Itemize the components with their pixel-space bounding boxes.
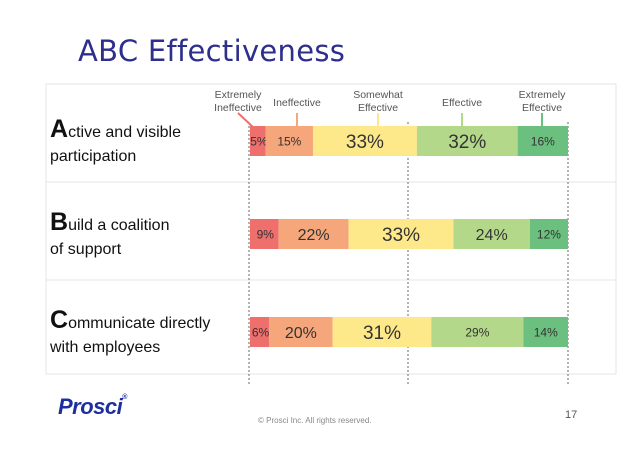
data-label: 33% [346, 132, 384, 153]
bar-segment [416, 126, 518, 156]
data-label: 16% [531, 134, 555, 148]
category-label-line2: with employees [49, 339, 160, 356]
category-label-line1: Build a coalition [50, 208, 169, 236]
data-label: 33% [382, 225, 420, 246]
legend-label: Extremely Ineffective [214, 89, 262, 114]
data-label: 24% [476, 227, 508, 244]
logo-registered-mark: ® [122, 394, 127, 401]
category-label-line2: of support [50, 241, 122, 258]
bar-segment [269, 317, 333, 347]
bar-segment [523, 317, 568, 347]
copyright-text: © Prosci Inc. All rights reserved. [258, 416, 372, 425]
bar-segment [278, 219, 349, 249]
bar-segment [312, 126, 417, 156]
bar-segment [348, 219, 454, 249]
bar-segment [250, 317, 270, 347]
data-label: 31% [363, 323, 401, 344]
legend-label: Somewhat Effective [353, 89, 403, 114]
bar-segment [332, 317, 432, 347]
bar-segment [529, 219, 568, 249]
legend-tick [237, 112, 255, 129]
legend-label: Effective [442, 97, 482, 109]
page-title: ABC Effectiveness [78, 34, 346, 68]
category-label-line2: participation [50, 148, 136, 165]
bar-segment [250, 126, 266, 156]
data-label: 32% [448, 132, 486, 153]
data-label: 22% [298, 227, 330, 244]
bar-segment [265, 126, 313, 156]
data-label: 6% [252, 325, 270, 339]
data-label: 9% [257, 227, 275, 241]
chart-frame [45, 83, 617, 375]
data-label: 5% [250, 134, 268, 148]
data-label: 12% [537, 227, 561, 241]
logo-text: Prosci [58, 394, 123, 419]
category-label-line1: Communicate directly [50, 306, 210, 334]
data-label: 29% [465, 325, 489, 339]
data-label: 20% [285, 325, 317, 342]
prosci-logo: Prosci® [58, 394, 127, 420]
bar-segment [431, 317, 524, 347]
bar-segment [453, 219, 530, 249]
data-label: 14% [534, 325, 558, 339]
legend-label: Extremely Effective [519, 89, 566, 114]
category-label-line1: Active and visible [50, 115, 181, 143]
data-label: 15% [277, 134, 301, 148]
legend-label: Ineffective [273, 97, 321, 109]
bar-segment [517, 126, 568, 156]
bar-segment [250, 219, 279, 249]
page-number: 17 [565, 409, 578, 421]
